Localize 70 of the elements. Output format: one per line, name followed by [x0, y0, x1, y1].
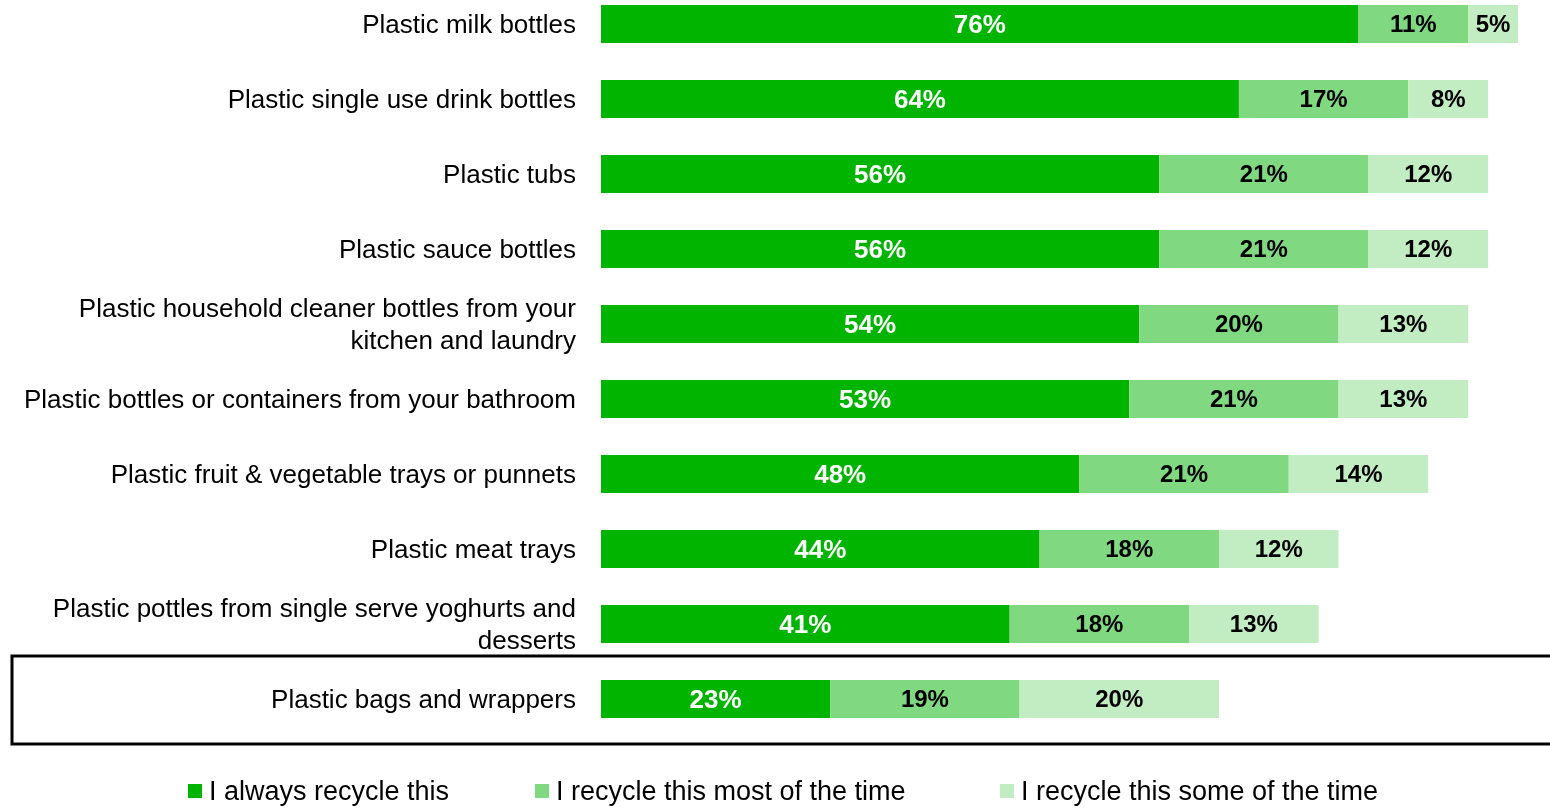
data-label: 44%: [794, 534, 847, 565]
data-label: 20%: [1214, 310, 1263, 338]
data-label: 12%: [1254, 535, 1303, 563]
legend-label: I always recycle this: [209, 776, 450, 807]
bar: [1218, 530, 1339, 568]
bar: [1159, 155, 1369, 193]
data-label: 19%: [900, 685, 949, 713]
bar: [1159, 230, 1369, 268]
data-label: 21%: [1209, 385, 1258, 413]
data-label: 76%: [953, 9, 1006, 40]
data-label: 48%: [814, 459, 867, 490]
bar: [1189, 605, 1319, 643]
data-label: 56%: [854, 234, 907, 265]
bar: [601, 5, 1359, 43]
bar: [601, 680, 831, 718]
y-tick-label: Plastic sauce bottles: [338, 234, 576, 265]
data-label: 18%: [1075, 610, 1124, 638]
bar: [601, 455, 1080, 493]
bar: [601, 530, 1040, 568]
bar: [1368, 230, 1489, 268]
data-label: 14%: [1334, 460, 1383, 488]
data-label: 8%: [1430, 85, 1466, 113]
bar: [1338, 380, 1469, 418]
bar: [1368, 155, 1489, 193]
y-tick-label: Plastic fruit & vegetable trays or punnets: [110, 459, 576, 490]
data-label: 18%: [1105, 535, 1154, 563]
y-tick-label: Plastic pottles from single serve yoghurts and desserts: [52, 593, 576, 656]
data-label: 5%: [1475, 10, 1511, 38]
y-tick-label: Plastic tubs: [443, 159, 576, 190]
data-label: 56%: [854, 159, 907, 190]
bar: [1338, 305, 1469, 343]
data-label: 54%: [844, 309, 897, 340]
data-label: 64%: [893, 84, 946, 115]
bar: [601, 80, 1239, 118]
y-tick-label: Plastic household cleaner bottles from your kitchen and laundry: [78, 293, 577, 356]
legend-label: I recycle this most of the time: [556, 776, 906, 807]
bar: [1079, 455, 1289, 493]
bar: [1129, 380, 1339, 418]
data-label: 41%: [779, 609, 832, 640]
y-tick-label: Plastic meat trays: [370, 534, 576, 565]
data-label: 13%: [1229, 610, 1278, 638]
bar: [1139, 305, 1339, 343]
data-label: 21%: [1160, 460, 1209, 488]
bar: [1009, 605, 1190, 643]
data-label: 21%: [1239, 160, 1288, 188]
y-tick-label: Plastic bags and wrappers: [271, 684, 576, 715]
bar: [601, 305, 1140, 343]
bar: [601, 230, 1160, 268]
data-label: 21%: [1239, 235, 1288, 263]
data-label: 11%: [1389, 10, 1437, 38]
data-label: 23%: [689, 684, 742, 715]
data-label: 12%: [1404, 235, 1453, 263]
bar: [601, 380, 1130, 418]
bar: [1288, 455, 1429, 493]
bar: [1039, 530, 1219, 568]
bar: [1019, 680, 1219, 718]
y-tick-label: Plastic milk bottles: [362, 9, 576, 40]
legend-label: I recycle this some of the time: [1021, 776, 1379, 807]
bar: [1238, 80, 1409, 118]
data-label: 12%: [1404, 160, 1453, 188]
bar: [830, 680, 1020, 718]
y-tick-label: Plastic single use drink bottles: [227, 84, 576, 115]
y-tick-label: Plastic bottles or containers from your bathroom: [23, 384, 576, 415]
data-label: 17%: [1299, 85, 1348, 113]
bar: [601, 605, 1010, 643]
data-label: 53%: [839, 384, 892, 415]
data-label: 13%: [1379, 310, 1428, 338]
data-label: 20%: [1095, 685, 1144, 713]
data-label: 13%: [1379, 385, 1428, 413]
bar: [601, 155, 1160, 193]
